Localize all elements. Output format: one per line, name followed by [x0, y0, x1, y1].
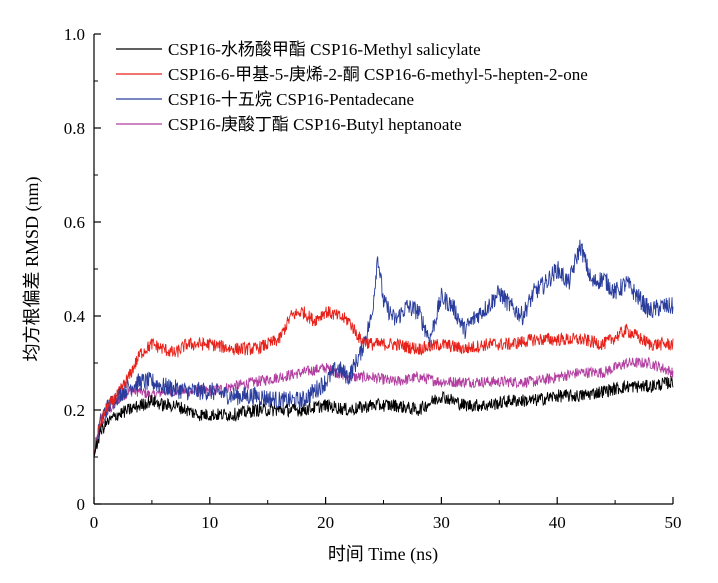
plot-area	[93, 239, 674, 458]
x-tick-label: 40	[549, 513, 566, 532]
legend-label-2: CSP16-十五烷 CSP16-Pentadecane	[168, 90, 414, 109]
x-tick-label: 20	[317, 513, 334, 532]
x-tick-label: 50	[665, 513, 682, 532]
series-line-1	[93, 306, 674, 458]
y-tick-label: 0.8	[64, 119, 85, 138]
x-tick-label: 0	[90, 513, 99, 532]
x-tick-label: 10	[201, 513, 218, 532]
legend-label-0: CSP16-水杨酸甲酯 CSP16-Methyl salicylate	[168, 40, 481, 59]
legend-label-3: CSP16-庚酸丁酯 CSP16-Butyl heptanoate	[168, 115, 462, 134]
y-tick-label: 0	[77, 495, 86, 514]
y-tick-label: 0.4	[64, 307, 86, 326]
y-tick-label: 1.0	[64, 25, 85, 44]
y-axis-ticks: 0 0.2 0.4 0.6 0.8 1.0	[64, 25, 101, 514]
x-axis-ticks: 0 10 20 30 40 50	[90, 497, 682, 532]
legend-label-1: CSP16-6-甲基-5-庚烯-2-酮 CSP16-6-methyl-5-hep…	[168, 65, 588, 84]
x-axis-label: 时间 Time (ns)	[328, 544, 438, 565]
series-line-0	[93, 375, 674, 458]
y-tick-label: 0.2	[64, 401, 85, 420]
series-line-2	[93, 239, 674, 458]
y-axis-label: 均方根偏差 RMSD (nm)	[22, 176, 43, 361]
y-tick-label: 0.6	[64, 213, 85, 232]
series-line-3	[93, 356, 674, 458]
x-tick-label: 30	[433, 513, 450, 532]
legend: CSP16-水杨酸甲酯 CSP16-Methyl salicylate CSP16…	[116, 40, 588, 134]
